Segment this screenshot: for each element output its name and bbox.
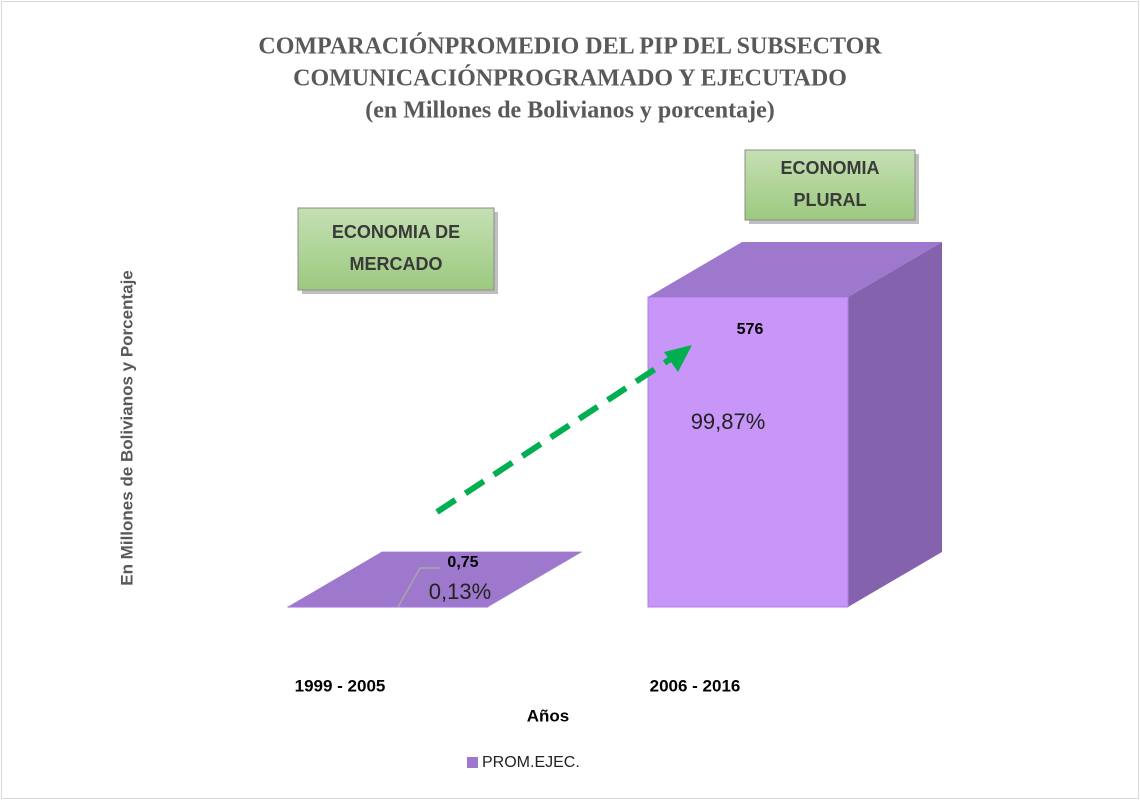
bar: [287, 606, 489, 608]
bar-side: [488, 551, 582, 607]
legend-swatch: [467, 757, 478, 768]
y-axis-label: En Millones de Bolivianos y Porcentaje: [117, 270, 136, 586]
trend-arrow: [435, 353, 677, 515]
trend-arrow-head: [664, 345, 692, 372]
x-tick-label: 1999 - 2005: [295, 676, 386, 695]
x-axis-label: Años: [527, 706, 570, 725]
x-tick-label: 2006 - 2016: [650, 676, 741, 695]
data-label: 576: [737, 321, 764, 338]
share-label: 0,13%: [429, 579, 491, 604]
bar-side: [848, 242, 942, 607]
annotation-text: ECONOMIA DE: [332, 222, 460, 242]
bar-top: [648, 242, 942, 297]
bar-top: [288, 551, 582, 607]
annotation-text: ECONOMIA: [781, 158, 880, 178]
annotation-box: [297, 207, 495, 291]
legend-label: PROM.EJEC.: [482, 754, 580, 771]
bar: [647, 296, 849, 608]
annotation-text: PLURAL: [794, 190, 867, 210]
chart-title: COMUNICACIÓNPROGRAMADO Y EJECUTADO: [293, 65, 847, 92]
annotation-text: MERCADO: [350, 254, 443, 274]
share-label: 99,87%: [691, 409, 766, 434]
annotation-box: [744, 149, 916, 221]
chart-title: COMPARACIÓNPROMEDIO DEL PIP DEL SUBSECTO…: [258, 33, 882, 60]
data-label: 0,75: [447, 554, 478, 571]
chart-title: (en Millones de Bolivianos y porcentaje): [365, 98, 775, 124]
leader-line: [397, 567, 440, 608]
